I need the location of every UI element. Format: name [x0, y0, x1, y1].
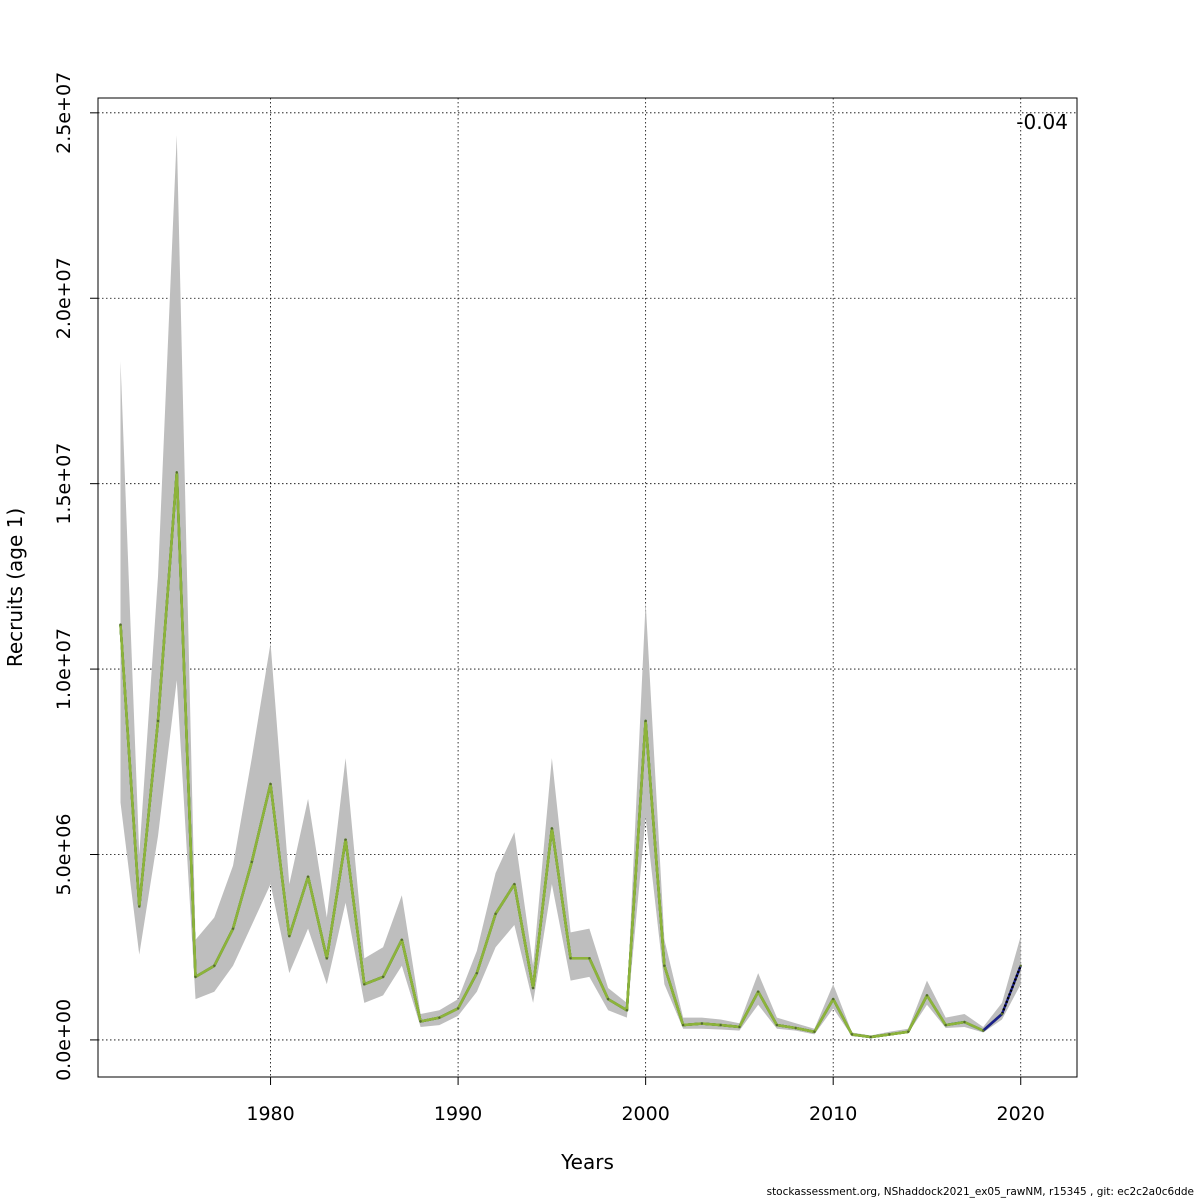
- x-axis-title: Years: [560, 1150, 614, 1174]
- y-tick-label: 1.5e+07: [53, 443, 75, 525]
- data-point: [475, 971, 479, 975]
- y-tick-label: 2.5e+07: [53, 72, 75, 154]
- data-point: [625, 1009, 629, 1012]
- y-axis: 0.0e+00 5.0e+06 1.0e+07 1.5e+07 2.0e+07 2.5e+…: [53, 72, 98, 1081]
- data-point: [363, 983, 366, 986]
- data-point: [794, 1026, 797, 1030]
- data-point: [831, 997, 835, 1001]
- peel-line: [119, 471, 947, 1039]
- data-point: [888, 1033, 891, 1036]
- data-point: [400, 938, 404, 941]
- y-tick-label: 0.0e+00: [53, 999, 75, 1081]
- data-point: [738, 1025, 741, 1029]
- x-tick-label: 2000: [621, 1103, 669, 1125]
- data-point: [494, 912, 497, 916]
- x-tick-label: 2020: [997, 1103, 1045, 1125]
- data-point: [569, 957, 572, 960]
- peel-line: [119, 471, 965, 1039]
- data-point: [119, 623, 122, 626]
- data-point: [381, 975, 385, 979]
- data-point: [1019, 964, 1022, 967]
- data-point: [850, 1033, 854, 1036]
- data-point: [963, 1020, 966, 1024]
- data-point: [681, 1023, 685, 1027]
- data-point: [588, 957, 591, 960]
- data-point: [269, 782, 272, 786]
- y-tick-label: 1.0e+07: [53, 628, 75, 710]
- x-tick-label: 2010: [809, 1103, 857, 1125]
- data-point: [813, 1030, 816, 1033]
- data-point: [606, 997, 610, 1001]
- x-axis: 1980 1990 2000 2010 2020: [246, 1077, 1045, 1125]
- footer-credit: stockassessment.org, NShaddock2021_ex05_…: [766, 1186, 1194, 1198]
- data-point: [175, 471, 178, 474]
- data-point: [138, 905, 141, 908]
- x-tick-label: 1990: [434, 1103, 482, 1125]
- x-tick-label: 1980: [246, 1103, 294, 1125]
- data-point: [1000, 1012, 1004, 1016]
- data-point: [756, 990, 760, 993]
- data-point: [325, 957, 329, 960]
- projection-line: [1000, 965, 1022, 1015]
- recent-line: [982, 1013, 1003, 1032]
- y-tick-label: 5.0e+06: [53, 813, 75, 895]
- data-point: [306, 875, 310, 878]
- series-line: [119, 471, 1003, 1039]
- y-tick-label: 2.0e+07: [53, 257, 75, 339]
- data-point: [288, 934, 291, 938]
- data-point: [156, 719, 160, 723]
- data-point: [344, 838, 347, 841]
- data-point: [700, 1022, 704, 1025]
- data-point: [550, 827, 554, 830]
- data-point: [250, 860, 253, 864]
- data-point: [719, 1023, 722, 1027]
- data-point: [944, 1023, 947, 1027]
- data-point: [531, 986, 535, 990]
- data-point: [456, 1007, 460, 1010]
- data-point: [513, 882, 516, 886]
- data-point: [663, 964, 666, 967]
- data-point: [982, 1029, 985, 1032]
- data-point: [775, 1023, 779, 1027]
- data-point: [644, 719, 647, 723]
- plot-frame: [97, 97, 1078, 1078]
- series-lines: [119, 471, 1022, 1039]
- data-point: [925, 994, 929, 997]
- data-point: [438, 1016, 441, 1019]
- data-point: [869, 1035, 872, 1039]
- grid-lines: [98, 98, 1077, 1077]
- confidence-band-area: [120, 135, 1021, 1038]
- data-point: [419, 1020, 422, 1023]
- peel-line: [119, 471, 984, 1039]
- data-point: [231, 927, 235, 930]
- data-point: [194, 975, 197, 979]
- y-axis-title: Recruits (age 1): [3, 508, 27, 667]
- confidence-band: [120, 135, 1021, 1038]
- mohns-rho-annotation: -0.04: [1016, 110, 1068, 134]
- data-point: [907, 1030, 910, 1033]
- data-point: [213, 964, 216, 967]
